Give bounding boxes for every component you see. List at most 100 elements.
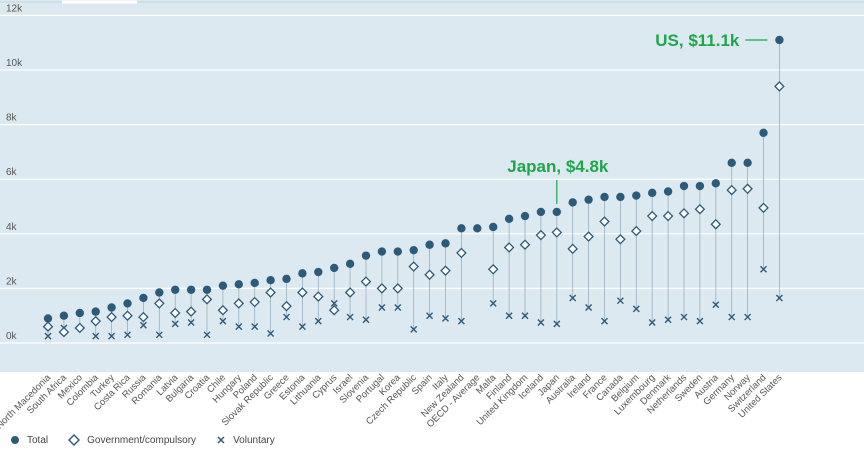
total-point: [155, 288, 164, 297]
plot-background: [0, 0, 864, 372]
government-point: [408, 261, 420, 272]
total-point: [91, 307, 100, 316]
voluntary-point: [696, 317, 704, 325]
total-point: [139, 293, 148, 303]
government-point: [201, 294, 213, 305]
government-point: [710, 218, 722, 230]
total-point: [473, 224, 482, 233]
voluntary-point: [601, 317, 608, 325]
voluntary-point: [330, 299, 338, 307]
legend-item-voluntary: Voluntary: [216, 435, 275, 446]
government-point: [376, 283, 388, 294]
government-point: [297, 287, 308, 298]
y-tick-label: 2k: [6, 276, 18, 287]
voluntary-point: [712, 301, 720, 309]
total-point: [107, 303, 116, 312]
total-point: [457, 224, 466, 233]
total-point: [568, 198, 577, 207]
total-point: [218, 281, 228, 290]
government-point: [233, 298, 245, 309]
government-point: [122, 310, 133, 322]
total-point: [361, 251, 371, 260]
government-point: [774, 81, 785, 92]
voluntary-point: [44, 332, 52, 340]
legend-label-government: Government/compulsory: [87, 434, 197, 446]
total-point: [123, 299, 132, 308]
government-point: [758, 202, 769, 214]
total-point: [171, 285, 180, 294]
total-point: [584, 195, 593, 204]
voluntary-point: [108, 332, 116, 340]
voluntary-point: [616, 297, 624, 305]
total-point: [377, 247, 387, 256]
government-point: [153, 298, 165, 309]
total-point: [648, 188, 657, 198]
government-point: [503, 242, 515, 253]
voluntary-point: [680, 313, 688, 321]
government-point: [456, 247, 467, 259]
voluntary-point: [648, 319, 656, 327]
y-tick-label: 6k: [6, 167, 18, 178]
government-point: [630, 225, 642, 237]
voluntary-point: [728, 313, 736, 321]
government-point: [424, 269, 435, 281]
voluntary-point: [585, 304, 593, 312]
data-marks: [42, 35, 785, 340]
total-point: [314, 267, 323, 277]
voluntary-point: [203, 331, 211, 339]
total-point: [504, 214, 514, 223]
government-point: [74, 322, 86, 334]
y-axis-ticks: 0k 2k 4k 6k 8k 10k 12k: [6, 3, 23, 342]
voluntary-point: [394, 304, 402, 312]
total-point: [711, 179, 720, 188]
y-tick-label: 10k: [6, 58, 23, 69]
government-point: [42, 321, 54, 332]
y-tick-label: 4k: [6, 222, 18, 233]
government-point: [567, 243, 579, 255]
total-point: [330, 263, 339, 273]
voluntary-point: [744, 313, 752, 321]
government-point: [646, 210, 658, 222]
legend-item-total: Total: [10, 435, 48, 446]
voluntary-point: [362, 316, 370, 324]
government-point: [106, 311, 117, 323]
total-point: [552, 207, 561, 217]
y-tick-label: 8k: [6, 113, 18, 124]
voluntary-point: [219, 317, 227, 325]
government-point: [615, 233, 626, 245]
gridlines: [0, 0, 864, 344]
total-point: [393, 247, 402, 256]
circle-marker-icon: [11, 436, 19, 444]
legend-label-total: Total: [27, 434, 49, 446]
government-point: [599, 216, 610, 227]
voluntary-point: [314, 317, 322, 325]
total-point: [202, 285, 212, 294]
voluntary-point: [664, 316, 672, 324]
voluntary-point: [442, 314, 449, 322]
government-point: [217, 304, 229, 316]
government-point: [662, 210, 674, 222]
total-point: [186, 285, 196, 294]
voluntary-point: [346, 313, 354, 321]
voluntary-point: [92, 332, 100, 340]
government-point: [392, 283, 404, 294]
total-point: [663, 187, 673, 196]
government-point: [328, 304, 340, 316]
annotations: Japan, $4.8k US, $11.1k: [507, 31, 768, 204]
total-point: [345, 259, 355, 269]
total-point: [234, 280, 243, 289]
government-point: [344, 287, 356, 298]
legend-item-government: Government/compulsory: [68, 434, 196, 446]
voluntary-point: [521, 312, 529, 320]
total-point: [441, 239, 450, 248]
government-point: [138, 311, 149, 323]
voluntary-point: [457, 317, 465, 325]
voluntary-point: [283, 313, 290, 321]
total-point: [632, 191, 641, 200]
legend: Total Government/compulsory Voluntary: [10, 434, 295, 446]
total-point: [59, 311, 69, 320]
total-point: [679, 181, 689, 191]
stems: [47, 39, 780, 337]
government-point: [249, 296, 261, 308]
